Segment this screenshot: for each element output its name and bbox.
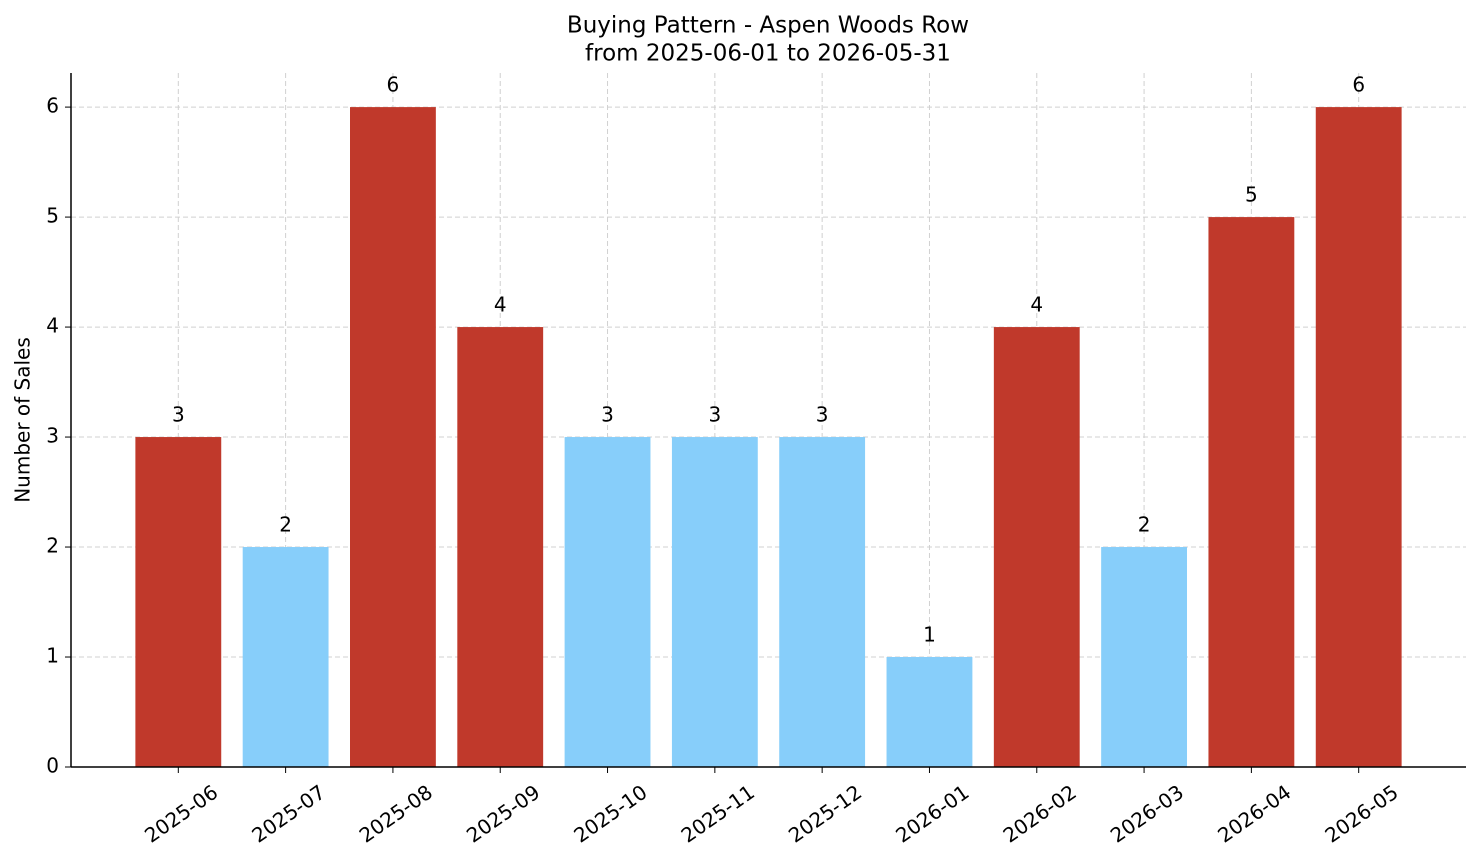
y-tick-label: 5: [46, 204, 59, 228]
value-label: 4: [494, 293, 507, 317]
chart-subtitle: from 2025-06-01 to 2026-05-31: [585, 41, 951, 67]
x-tick-label: 2026-03: [1106, 780, 1188, 848]
x-tick-label: 2025-10: [569, 780, 651, 848]
value-label: 6: [1352, 73, 1365, 97]
value-label: 3: [601, 403, 614, 427]
bar: [564, 437, 651, 767]
bar: [242, 547, 329, 767]
x-tick-label: 2026-04: [1213, 780, 1295, 848]
y-tick-label: 4: [46, 314, 59, 338]
value-label: 1: [923, 623, 936, 647]
bar: [1208, 217, 1295, 768]
y-tick-label: 0: [46, 754, 59, 778]
y-tick-label: 6: [46, 94, 59, 118]
x-tick-label: 2025-07: [247, 780, 329, 848]
x-tick-label: 2025-11: [677, 780, 759, 848]
bar: [779, 437, 866, 767]
x-tick-label: 2026-05: [1320, 780, 1402, 848]
bar: [1101, 547, 1187, 767]
bar: [886, 657, 973, 767]
value-label: 4: [1030, 293, 1043, 317]
bar: [1315, 107, 1402, 767]
x-tick-label: 2026-01: [891, 780, 973, 848]
x-tick-label: 2025-09: [462, 780, 544, 848]
x-tick-label: 2025-08: [355, 780, 437, 848]
bar: [993, 327, 1080, 767]
bar: [457, 327, 544, 767]
y-axis-label: Number of Sales: [11, 337, 35, 503]
chart-title: Buying Pattern - Aspen Woods Row: [567, 13, 969, 39]
x-tick-label: 2026-02: [999, 780, 1081, 848]
bar: [350, 107, 436, 767]
x-tick-label: 2025-06: [140, 780, 222, 848]
value-label: 3: [708, 403, 721, 427]
bar: [135, 437, 222, 767]
value-label: 2: [1138, 513, 1151, 537]
bar: [671, 437, 758, 767]
y-tick-label: 3: [46, 424, 59, 448]
value-label: 6: [387, 73, 400, 97]
value-label: 2: [279, 513, 292, 537]
value-label: 3: [172, 403, 185, 427]
value-label: 5: [1245, 183, 1258, 207]
y-tick-label: 2: [46, 534, 59, 558]
y-tick-label: 1: [46, 644, 59, 668]
x-tick-label: 2025-12: [784, 780, 866, 848]
value-label: 3: [816, 403, 829, 427]
